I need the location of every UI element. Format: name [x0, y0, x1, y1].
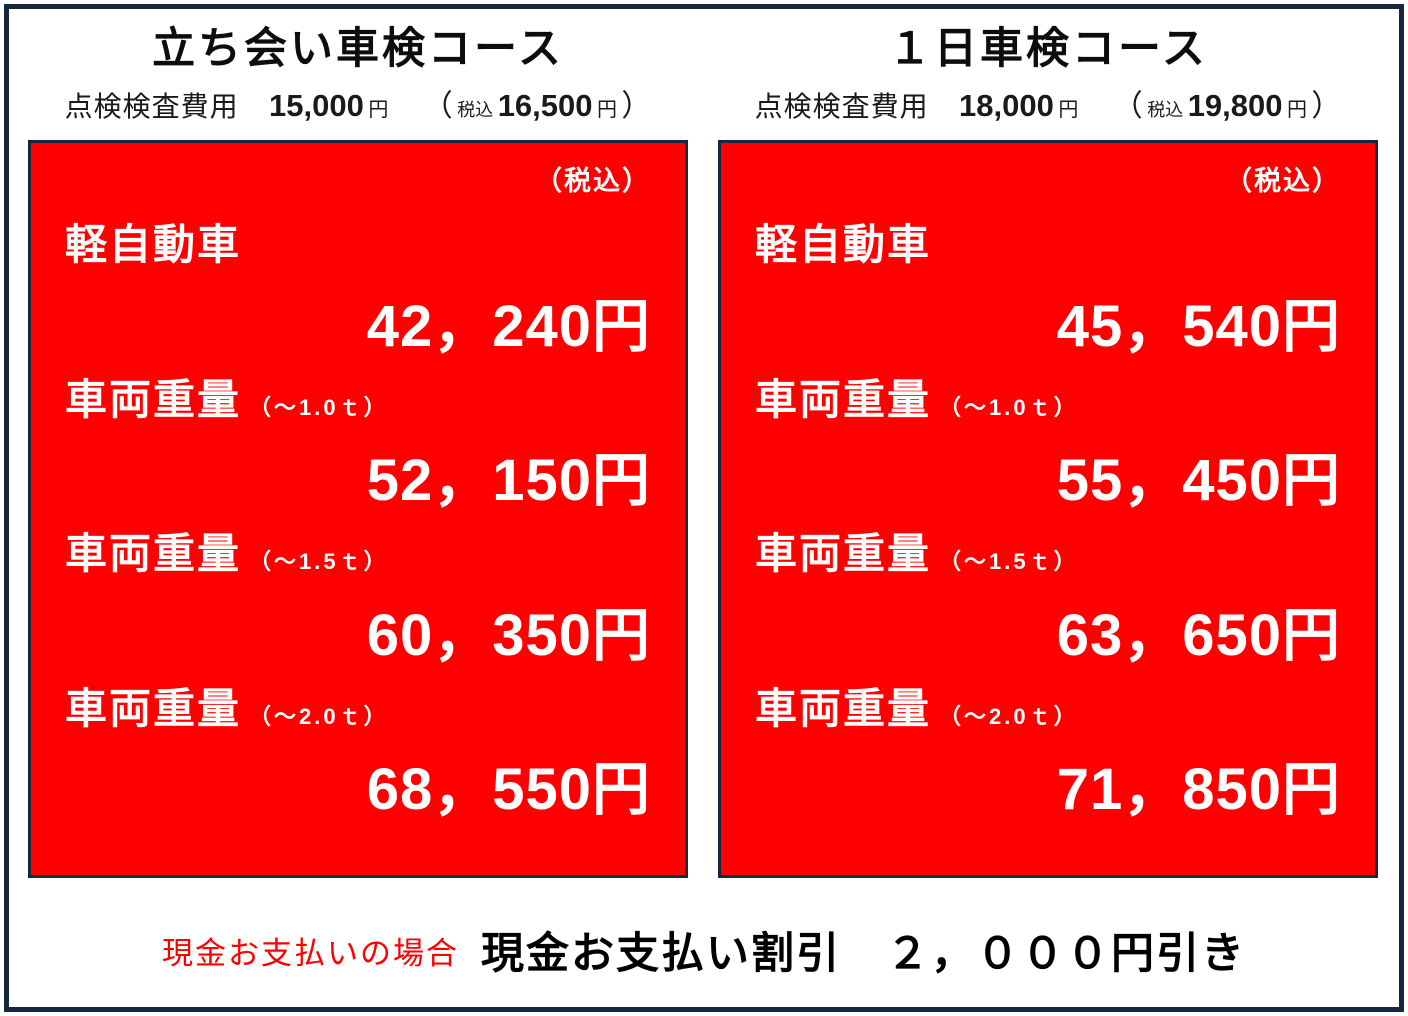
vehicle-row-label: 車両重量 （～1.0ｔ） — [65, 374, 651, 427]
fee-label: 点検検査費用 — [64, 91, 239, 123]
vehicle-row-label: 車両重量 （～1.5ｔ） — [65, 528, 651, 581]
course-panel-one-day: １日車検コース 点検検査費用 18,000 円 （ 税込 19,800 円 ） … — [718, 0, 1378, 878]
vehicle-row-label: 車両重量 （～2.0ｔ） — [755, 683, 1341, 736]
price-value: 52，150円 — [366, 448, 651, 513]
tax-amount: 19,800 — [1187, 88, 1283, 124]
vehicle-row-label: 車両重量 （～1.0ｔ） — [755, 374, 1341, 427]
tax-included-note: （税込） — [535, 166, 651, 196]
course-title: 立ち会い車検コース — [152, 25, 564, 73]
tax-paren-close: ） — [1311, 90, 1342, 124]
tax-unit: 円 — [1286, 99, 1307, 122]
vehicle-row-label: 軽自動車 — [755, 219, 1341, 272]
weight-annotation: （～1.0ｔ） — [249, 394, 389, 420]
fee-label: 点検検査費用 — [754, 91, 929, 123]
fee-amount: 15,000 — [269, 88, 364, 124]
tax-unit: 円 — [596, 99, 617, 122]
price-value: 63，650円 — [1056, 602, 1341, 668]
price-value: 71，850円 — [1056, 757, 1341, 822]
vehicle-row-label: 軽自動車 — [65, 219, 651, 272]
vehicle-type-label: 車両重量 — [755, 375, 932, 423]
vehicle-type-label: 車両重量 — [65, 530, 242, 577]
vehicle-type-label: 軽自動車 — [755, 221, 932, 268]
cash-condition-label: 現金お支払いの場合 — [162, 935, 459, 971]
tax-label: 税込 — [457, 100, 494, 121]
price-value: 68，550円 — [366, 757, 651, 822]
price-value: 60，350円 — [366, 602, 651, 668]
tax-label: 税込 — [1147, 100, 1184, 121]
vehicle-row-label: 車両重量 （～2.0ｔ） — [65, 683, 651, 736]
price-value: 42，240円 — [366, 293, 651, 359]
tax-paren-open: （ — [422, 90, 453, 124]
vehicle-type-label: 軽自動車 — [65, 221, 242, 268]
weight-annotation: （～1.5ｔ） — [939, 549, 1079, 574]
price-value: 45，540円 — [1056, 293, 1341, 359]
tax-amount: 16,500 — [497, 88, 593, 124]
cash-discount-text: 現金お支払い割引 ２，０００円引き — [481, 930, 1246, 978]
inspection-fee-line: 点検検査費用 18,000 円 （ 税込 19,800 円 ） — [718, 89, 1378, 129]
price-value: 55，450円 — [1056, 448, 1341, 513]
weight-annotation: （～1.0ｔ） — [939, 394, 1079, 420]
vehicle-row-label: 車両重量 （～1.5ｔ） — [755, 528, 1341, 581]
vehicle-type-label: 車両重量 — [65, 375, 242, 423]
weight-annotation: （～2.0ｔ） — [939, 703, 1079, 729]
fee-amount: 18,000 — [959, 88, 1054, 124]
tax-included-note: （税込） — [1225, 166, 1341, 196]
fee-unit: 円 — [1058, 99, 1079, 122]
fee-tax-group: （ 税込 16,500 円 ） — [423, 89, 652, 124]
course-title: １日車検コース — [888, 25, 1208, 73]
vehicle-type-label: 車両重量 — [755, 530, 932, 577]
weight-annotation: （～2.0ｔ） — [249, 703, 389, 729]
inspection-fee-line: 点検検査費用 15,000 円 （ 税込 16,500 円 ） — [28, 89, 688, 129]
tax-paren-close: ） — [621, 90, 652, 124]
fee-tax-group: （ 税込 19,800 円 ） — [1113, 89, 1342, 124]
vehicle-type-label: 車両重量 — [65, 684, 242, 732]
weight-annotation: （～1.5ｔ） — [249, 549, 389, 574]
fee-unit: 円 — [368, 99, 389, 122]
price-box: （税込） 軽自動車 42，240円 車両重量 （～1.0ｔ） 52，150円 車… — [28, 140, 688, 878]
price-box: （税込） 軽自動車 45，540円 車両重量 （～1.0ｔ） 55，450円 車… — [718, 140, 1378, 878]
course-panel-attended: 立ち会い車検コース 点検検査費用 15,000 円 （ 税込 16,500 円 … — [28, 0, 688, 878]
cash-discount-band: 現金お支払いの場合 現金お支払い割引 ２，０００円引き — [0, 912, 1408, 988]
tax-paren-open: （ — [1112, 90, 1143, 124]
vehicle-type-label: 車両重量 — [755, 684, 932, 732]
